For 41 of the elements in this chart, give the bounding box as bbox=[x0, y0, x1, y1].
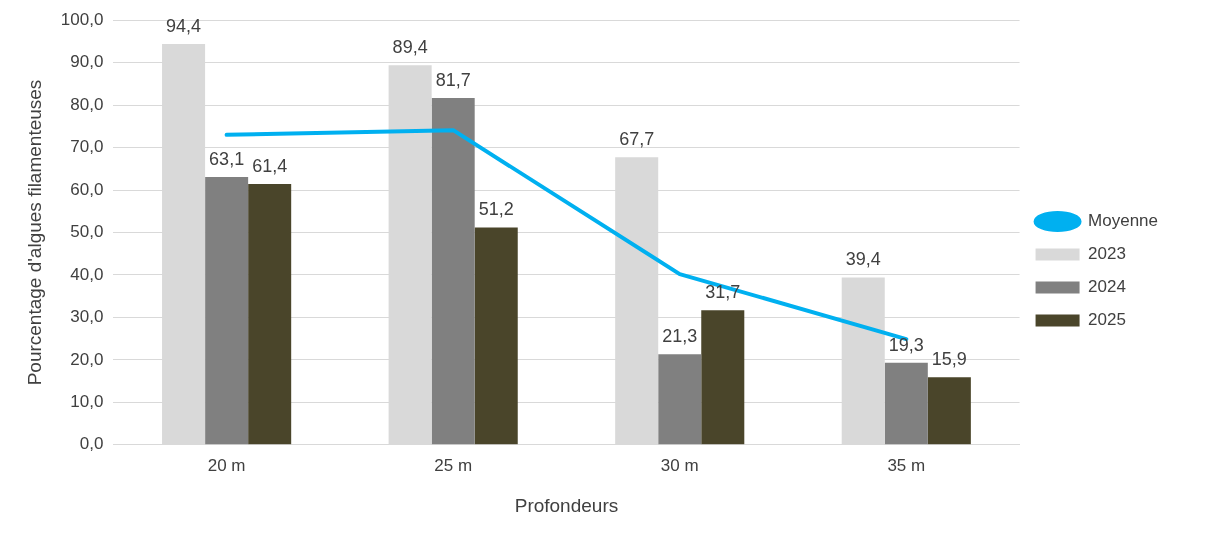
x-tick-label: 20 m bbox=[207, 455, 246, 475]
data-label: 19,3 bbox=[888, 334, 924, 355]
bar bbox=[205, 176, 249, 445]
data-label: 89,4 bbox=[392, 37, 428, 58]
legend-label: 2024 bbox=[1088, 277, 1126, 297]
data-label: 63,1 bbox=[209, 148, 245, 169]
bar bbox=[658, 354, 702, 445]
data-label: 51,2 bbox=[478, 199, 514, 220]
bar bbox=[248, 184, 292, 445]
legend-label: 2025 bbox=[1088, 310, 1126, 330]
data-label: 67,7 bbox=[619, 129, 655, 150]
bar bbox=[884, 362, 928, 445]
legend-label: 2023 bbox=[1088, 244, 1126, 264]
y-tick-label: 40,0 bbox=[70, 264, 104, 284]
data-label: 21,3 bbox=[662, 326, 698, 347]
y-tick-label: 70,0 bbox=[70, 137, 104, 157]
y-tick-label: 10,0 bbox=[70, 392, 104, 412]
data-label: 31,7 bbox=[705, 282, 741, 303]
y-tick-label: 50,0 bbox=[70, 222, 104, 242]
bar bbox=[701, 310, 745, 445]
x-axis-title: Profondeurs bbox=[514, 494, 619, 516]
data-label: 15,9 bbox=[931, 349, 967, 370]
bar bbox=[927, 377, 971, 445]
x-tick-label: 35 m bbox=[887, 455, 926, 475]
bar bbox=[474, 227, 518, 445]
y-tick-label: 0,0 bbox=[79, 434, 104, 454]
y-tick-label: 90,0 bbox=[70, 52, 104, 72]
data-label: 61,4 bbox=[252, 156, 288, 177]
y-tick-label: 30,0 bbox=[70, 307, 104, 327]
legend-label: Moyenne bbox=[1088, 211, 1158, 231]
x-tick-label: 25 m bbox=[434, 455, 473, 475]
data-label: 81,7 bbox=[435, 69, 471, 90]
y-axis-title: Pourcentage d'algues filamenteuses bbox=[23, 79, 45, 386]
y-tick-label: 100,0 bbox=[60, 9, 104, 29]
data-label: 39,4 bbox=[845, 249, 881, 270]
x-tick-label: 30 m bbox=[660, 455, 699, 475]
y-tick-label: 80,0 bbox=[70, 94, 104, 114]
data-label: 94,4 bbox=[166, 15, 202, 36]
y-tick-label: 20,0 bbox=[70, 349, 104, 369]
bar bbox=[431, 97, 475, 445]
y-tick-label: 60,0 bbox=[70, 179, 104, 199]
